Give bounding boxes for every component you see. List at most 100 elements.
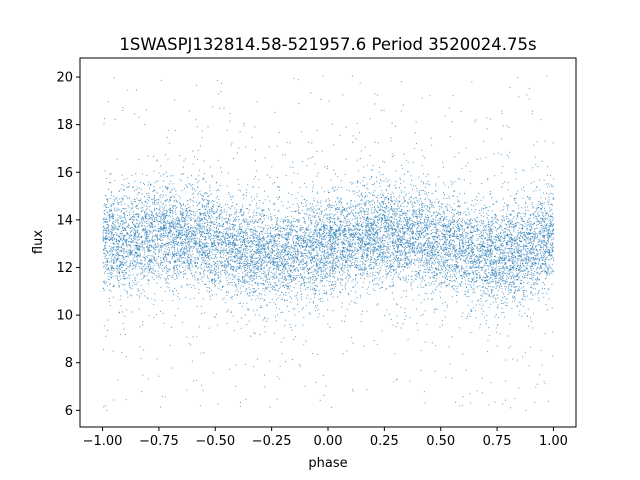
data-point <box>468 211 470 213</box>
data-point <box>369 201 371 203</box>
data-point <box>129 286 131 288</box>
data-point <box>391 225 393 227</box>
data-point <box>484 204 486 206</box>
data-point <box>351 253 353 255</box>
data-point <box>269 250 271 252</box>
data-point <box>381 240 383 242</box>
data-point <box>422 155 424 157</box>
data-point <box>371 222 373 224</box>
data-point <box>455 227 457 229</box>
data-point <box>479 221 481 223</box>
data-point <box>399 200 401 202</box>
data-point <box>210 215 212 217</box>
data-point <box>507 252 509 254</box>
data-point <box>540 246 542 248</box>
data-point <box>404 213 406 215</box>
data-point <box>534 270 536 272</box>
data-point <box>489 246 491 248</box>
data-point <box>385 212 387 214</box>
data-point <box>145 221 147 223</box>
data-point <box>219 239 221 241</box>
data-point <box>512 238 514 240</box>
data-point <box>508 270 510 272</box>
data-point <box>405 315 407 317</box>
data-point <box>474 258 476 260</box>
data-point <box>512 295 514 297</box>
data-point <box>468 296 470 298</box>
data-point <box>521 227 523 229</box>
data-point <box>153 304 155 306</box>
data-point <box>376 343 378 345</box>
data-point <box>148 187 150 189</box>
data-point <box>257 250 259 252</box>
data-point <box>267 278 268 280</box>
data-point <box>255 275 257 277</box>
data-point <box>151 216 153 218</box>
data-point <box>501 312 503 314</box>
data-point <box>299 287 301 289</box>
data-point <box>222 265 224 267</box>
data-point <box>182 233 184 235</box>
data-point <box>133 229 135 231</box>
data-point <box>270 254 272 256</box>
data-point <box>276 276 278 278</box>
data-point <box>280 246 282 248</box>
data-point <box>323 224 325 226</box>
data-point <box>249 252 251 254</box>
data-point <box>539 189 541 191</box>
data-point <box>548 251 550 253</box>
data-point <box>473 278 475 280</box>
data-point <box>509 289 511 291</box>
data-point <box>131 221 133 223</box>
data-point <box>347 241 349 243</box>
data-point <box>439 208 441 210</box>
data-point <box>450 276 452 278</box>
data-point <box>416 217 418 219</box>
data-point <box>393 257 395 259</box>
data-point <box>141 246 143 248</box>
data-point <box>183 219 185 221</box>
data-point <box>248 248 250 250</box>
data-point <box>408 266 410 268</box>
data-point <box>490 230 492 232</box>
data-point <box>437 242 439 244</box>
data-point <box>305 237 307 239</box>
data-point <box>389 241 391 243</box>
data-point <box>345 256 347 258</box>
data-point <box>295 234 297 236</box>
data-point <box>376 200 378 202</box>
data-point <box>186 264 188 266</box>
data-point <box>353 234 355 236</box>
data-point <box>136 242 138 244</box>
data-point <box>445 286 447 288</box>
data-point <box>416 228 418 230</box>
data-point <box>541 242 543 244</box>
data-point <box>310 210 312 212</box>
data-point <box>213 227 215 229</box>
data-point <box>192 184 194 186</box>
data-point <box>230 196 232 198</box>
data-point <box>311 220 313 222</box>
data-point <box>385 270 387 272</box>
data-point <box>160 233 162 235</box>
data-point <box>243 281 245 283</box>
data-point <box>112 296 114 298</box>
data-point <box>123 239 125 241</box>
data-point <box>408 229 410 231</box>
data-point <box>248 294 250 296</box>
data-point <box>445 249 447 251</box>
data-point <box>446 203 448 205</box>
data-point <box>325 199 327 201</box>
data-point <box>372 288 374 290</box>
data-point <box>117 207 119 209</box>
data-point <box>479 327 481 329</box>
data-point <box>349 233 351 235</box>
data-point <box>471 222 473 224</box>
data-point <box>364 211 366 213</box>
data-point <box>513 269 515 271</box>
data-point <box>279 286 281 288</box>
data-point <box>478 193 480 195</box>
data-point <box>302 259 304 261</box>
data-point <box>422 265 424 267</box>
data-point <box>191 239 193 241</box>
